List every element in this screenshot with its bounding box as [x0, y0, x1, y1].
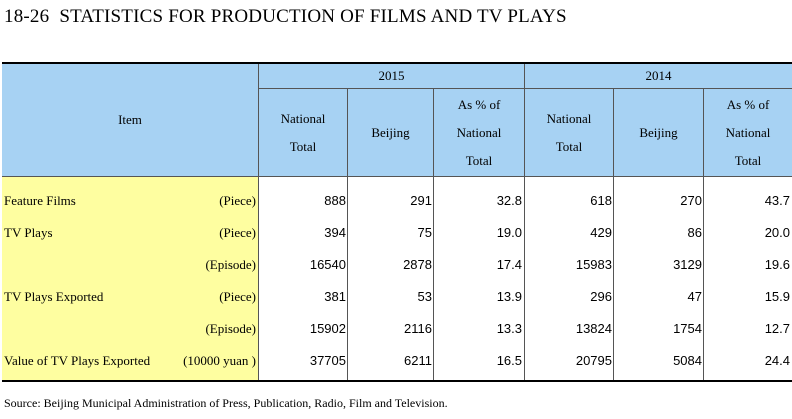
table-cell: 394 — [324, 225, 346, 240]
table-cell: 43.7 — [764, 193, 790, 208]
table-cell: 17.4 — [496, 257, 522, 272]
col-header-pct-2015: As % of National Total — [434, 89, 525, 176]
table-title: 18-26 STATISTICS FOR PRODUCTION OF FILMS … — [4, 6, 567, 28]
table-cell: 13.3 — [496, 321, 522, 336]
table-row: TV Plays (Piece) 394 75 19.0 429 86 20.0 — [2, 217, 792, 249]
table-cell: 296 — [590, 289, 612, 304]
table-row: (Episode) 15902 2116 13.3 13824 1754 12.7 — [2, 313, 792, 345]
table-number: 18-26 — [4, 6, 50, 27]
row-unit: (Piece) — [219, 289, 256, 304]
table-row: Value of TV Plays Exported (10000 yuan ) 3… — [2, 345, 792, 377]
table-cell: 24.4 — [764, 353, 790, 368]
col-header-beijing-2015: Beijing — [348, 89, 434, 176]
row-label-column — [2, 177, 259, 380]
table-cell: 75 — [417, 225, 432, 240]
table-cell: 19.6 — [764, 257, 790, 272]
col-divider — [613, 177, 614, 380]
table-cell: 2116 — [404, 321, 432, 336]
table-cell: 20795 — [575, 353, 612, 368]
header-rule — [2, 176, 792, 177]
table-cell: 429 — [590, 225, 612, 240]
table-cell: 20.0 — [764, 225, 790, 240]
table-cell: 888 — [324, 193, 346, 208]
table-cell: 16.5 — [496, 353, 522, 368]
table-cell: 291 — [410, 193, 432, 208]
table-cell: 19.0 — [496, 225, 522, 240]
col-header-national-total-2015: National Total — [259, 89, 348, 176]
table-cell: 16540 — [309, 257, 346, 272]
table-cell: 381 — [324, 289, 346, 304]
year-header-2015: 2015 — [259, 64, 525, 89]
table-cell: 3129 — [673, 257, 702, 272]
col-divider — [524, 177, 525, 380]
table-cell: 53 — [417, 289, 432, 304]
table-row: (Episode) 16540 2878 17.4 15983 3129 19.6 — [2, 249, 792, 281]
col-header-national-total-2014: National Total — [525, 89, 614, 176]
row-unit: (10000 yuan ) — [183, 353, 256, 368]
table-cell: 618 — [590, 193, 612, 208]
row-item-name: Feature Films — [4, 193, 76, 208]
row-item-name: Value of TV Plays Exported — [4, 353, 151, 368]
top-rule — [2, 62, 792, 64]
col-divider — [347, 177, 348, 380]
table-row: Feature Films (Piece) 888 291 32.8 618 270 43.7 — [2, 185, 792, 217]
table-cell: 37705 — [309, 353, 346, 368]
table-cell: 12.7 — [764, 321, 790, 336]
row-unit: (Episode) — [205, 257, 256, 272]
col-divider — [433, 177, 434, 380]
table-cell: 47 — [687, 289, 702, 304]
table-cell: 270 — [680, 193, 702, 208]
table-cell: 15983 — [575, 257, 612, 272]
table-cell: 2878 — [403, 257, 432, 272]
col-header-beijing-2014: Beijing — [614, 89, 704, 176]
row-unit: (Piece) — [219, 225, 256, 240]
table-cell: 1754 — [673, 321, 702, 336]
year-header-2014: 2014 — [525, 64, 792, 89]
row-unit: (Piece) — [219, 193, 256, 208]
table-cell: 15.9 — [764, 289, 790, 304]
table-cell: 86 — [687, 225, 702, 240]
table-cell: 6211 — [404, 353, 432, 368]
row-unit: (Episode) — [205, 321, 256, 336]
table-cell: 32.8 — [496, 193, 522, 208]
table-cell: 15902 — [309, 321, 346, 336]
bottom-rule — [2, 380, 792, 382]
table-cell: 5084 — [673, 353, 702, 368]
table-cell: 13824 — [575, 321, 612, 336]
col-header-pct-2014: As % of National Total — [704, 89, 792, 176]
item-header-label: Item — [118, 112, 142, 127]
table-title-text: STATISTICS FOR PRODUCTION OF FILMS AND T… — [59, 6, 567, 27]
row-item-name: TV Plays — [4, 225, 53, 240]
col-divider — [703, 177, 704, 380]
table-row: TV Plays Exported (Piece) 381 53 13.9 296 47 15… — [2, 281, 792, 313]
item-header-cell: Item — [2, 64, 259, 176]
row-item-name: TV Plays Exported — [4, 289, 104, 304]
table-cell: 13.9 — [496, 289, 522, 304]
statistics-table: Item 2015 2014 National Total Beijing As… — [2, 64, 792, 380]
source-note: Source: Beijing Municipal Administration… — [4, 396, 448, 410]
